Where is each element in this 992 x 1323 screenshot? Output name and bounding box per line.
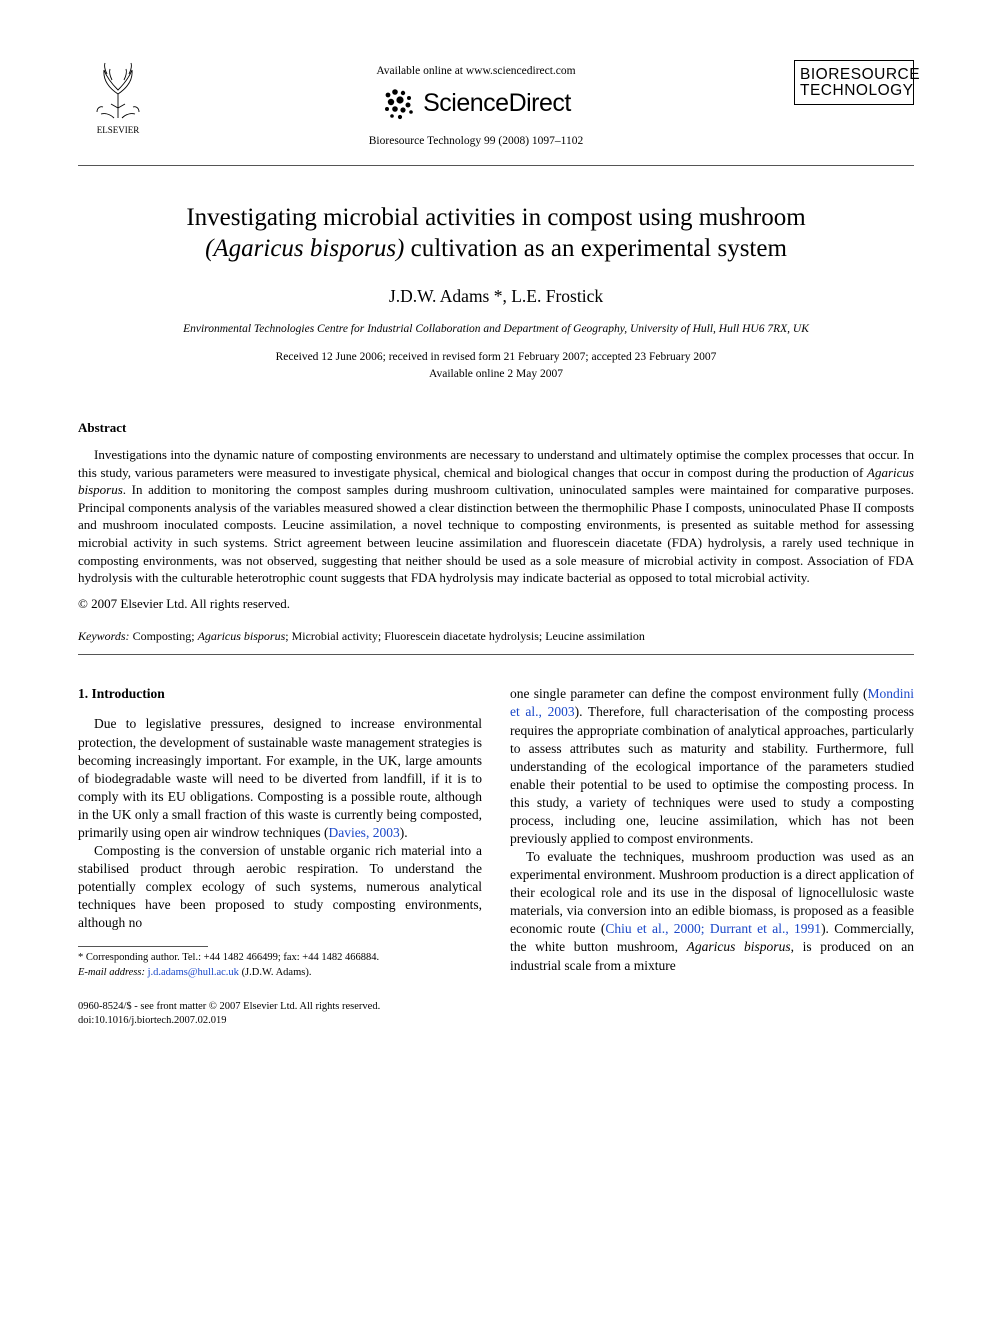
c2p1-pre: one single parameter can define the comp… (510, 686, 867, 701)
intro-para-2: Composting is the conversion of unstable… (78, 842, 482, 932)
journal-logo-line1: BIORESOURCE (800, 67, 908, 83)
keywords-label: Keywords: (78, 629, 130, 643)
header-rule (78, 165, 914, 166)
abstract-heading: Abstract (78, 419, 914, 437)
introduction-heading: 1. Introduction (78, 685, 482, 703)
available-online-date: Available online 2 May 2007 (78, 367, 914, 383)
p1-post: ). (400, 825, 408, 840)
elsevier-label: ELSEVIER (78, 124, 158, 136)
c2p2-italic: Agaricus bisporus (687, 939, 791, 954)
intro-para-1: Due to legislative pressures, designed t… (78, 715, 482, 842)
title-line1: Investigating microbial activities in co… (186, 204, 805, 231)
article-header: ELSEVIER Available online at www.science… (78, 60, 914, 157)
elsevier-logo: ELSEVIER (78, 60, 158, 136)
citation-chiu-durrant[interactable]: Chiu et al., 2000; Durrant et al., 1991 (605, 921, 821, 936)
authors: J.D.W. Adams *, L.E. Frostick (78, 285, 914, 309)
column-left: 1. Introduction Due to legislative press… (78, 685, 482, 979)
affiliation: Environmental Technologies Centre for In… (78, 322, 914, 338)
submission-dates: Received 12 June 2006; received in revis… (78, 350, 914, 366)
corr-email[interactable]: j.d.adams@hull.ac.uk (148, 967, 239, 978)
keywords-rule (78, 654, 914, 655)
intro-para-3: To evaluate the techniques, mushroom pro… (510, 848, 914, 975)
journal-reference: Bioresource Technology 99 (2008) 1097–11… (158, 134, 794, 150)
abstract-copyright: © 2007 Elsevier Ltd. All rights reserved… (78, 595, 914, 613)
c2p1-post: ). Therefore, full characterisation of t… (510, 704, 914, 846)
doi-line: doi:10.1016/j.biortech.2007.02.019 (78, 1014, 914, 1028)
email-label: E-mail address: (78, 967, 145, 978)
keywords: Keywords: Composting; Agaricus bisporus;… (78, 628, 914, 644)
available-online-text: Available online at www.sciencedirect.co… (158, 64, 794, 80)
journal-logo-box: BIORESOURCE TECHNOLOGY (794, 60, 914, 105)
p1-pre: Due to legislative pressures, designed t… (78, 716, 482, 839)
corr-tel-fax: * Corresponding author. Tel.: +44 1482 4… (78, 951, 482, 965)
citation-davies-2003[interactable]: Davies, 2003 (328, 825, 399, 840)
intro-para-1-cont: one single parameter can define the comp… (510, 685, 914, 848)
keywords-post: ; Microbial activity; Fluorescein diacet… (285, 629, 645, 643)
title-italic: (Agaricus bisporus) (205, 235, 404, 262)
column-right: one single parameter can define the comp… (510, 685, 914, 979)
journal-logo-line2: TECHNOLOGY (800, 83, 908, 99)
keywords-italic: Agaricus bisporus (198, 629, 286, 643)
bottom-meta: 0960-8524/$ - see front matter © 2007 El… (78, 1000, 914, 1028)
keywords-pre: Composting; (130, 629, 198, 643)
center-header: Available online at www.sciencedirect.co… (158, 60, 794, 157)
footnote-rule (78, 946, 208, 947)
p2: Composting is the conversion of unstable… (78, 843, 482, 930)
title-line2-rest: cultivation as an experimental system (404, 235, 787, 262)
abstract-post1: . In addition to monitoring the compost … (78, 482, 914, 585)
abstract-body: Investigations into the dynamic nature o… (78, 446, 914, 586)
sciencedirect-text: ScienceDirect (423, 87, 571, 121)
body-columns: 1. Introduction Due to legislative press… (78, 685, 914, 979)
sciencedirect-logo: ScienceDirect (158, 86, 794, 122)
article-title: Investigating microbial activities in co… (78, 202, 914, 265)
front-matter-line: 0960-8524/$ - see front matter © 2007 El… (78, 1000, 914, 1014)
abstract-pre1: Investigations into the dynamic nature o… (78, 447, 914, 480)
sciencedirect-burst-icon (381, 86, 417, 122)
elsevier-tree-icon (91, 60, 146, 120)
corresponding-author-footnote: * Corresponding author. Tel.: +44 1482 4… (78, 951, 482, 979)
corr-email-line: E-mail address: j.d.adams@hull.ac.uk (J.… (78, 966, 482, 980)
email-tail: (J.D.W. Adams). (239, 967, 312, 978)
authors-text: J.D.W. Adams *, L.E. Frostick (389, 286, 603, 306)
